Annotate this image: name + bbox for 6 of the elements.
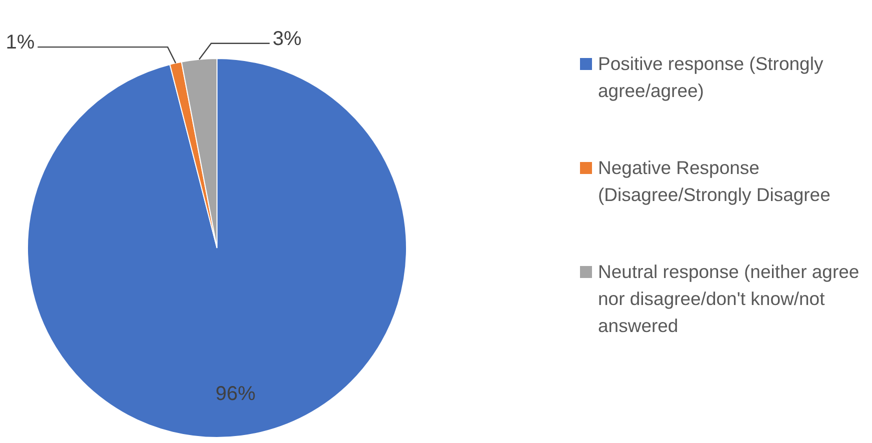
legend-label: Positive response (Strongly agree/agree) [598,52,824,103]
legend-label: Neutral response (neither agree nor disagree/don't know/not answered [598,260,860,338]
data-label: 1% [6,32,35,54]
legend-label: Negative Response (Disagree/Strongly Disagree [598,156,832,207]
data-label: 3% [272,28,302,50]
data-label: 96% [216,383,256,406]
